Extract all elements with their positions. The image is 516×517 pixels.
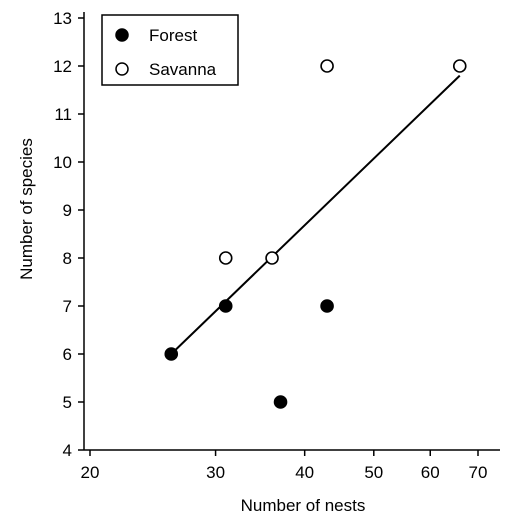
savanna-point — [320, 59, 334, 73]
y-tick-label: 8 — [63, 249, 72, 268]
forest-point — [218, 299, 233, 313]
trendline-group — [170, 74, 461, 355]
y-axis-title: Number of species — [17, 138, 36, 280]
y-tick-label: 9 — [63, 201, 72, 220]
x-tick-label: 30 — [206, 463, 225, 482]
y-tick-label: 12 — [53, 57, 72, 76]
x-tick-label: 60 — [421, 463, 440, 482]
legend-marker-savanna — [115, 62, 129, 76]
y-tick-label: 4 — [63, 441, 72, 460]
forest-point — [273, 395, 288, 409]
x-axis-title: Number of nests — [241, 496, 366, 515]
y-tick-label: 10 — [53, 153, 72, 172]
trendline — [170, 74, 461, 355]
savanna-point — [265, 251, 279, 265]
data-points — [164, 59, 467, 409]
x-ticks: 20 30 40 50 60 70 — [81, 450, 488, 482]
x-tick-label: 70 — [469, 463, 488, 482]
savanna-point — [218, 251, 233, 265]
legend-marker-forest — [115, 28, 129, 42]
savanna-point — [452, 59, 467, 73]
legend-label-forest: Forest — [149, 26, 197, 45]
y-tick-label: 11 — [54, 105, 72, 124]
y-ticks: 4 5 6 7 8 9 10 11 12 13 — [53, 9, 84, 460]
y-tick-label: 6 — [63, 345, 72, 364]
forest-point — [320, 299, 334, 313]
x-tick-label: 50 — [364, 463, 383, 482]
x-tick-label: 40 — [295, 463, 314, 482]
forest-point — [164, 347, 179, 361]
y-tick-label: 13 — [53, 9, 72, 28]
legend-label-savanna: Savanna — [149, 60, 217, 79]
legend: Forest Savanna — [101, 14, 239, 86]
x-tick-label: 20 — [81, 463, 100, 482]
y-tick-label: 5 — [63, 393, 72, 412]
y-tick-label: 7 — [63, 297, 72, 316]
